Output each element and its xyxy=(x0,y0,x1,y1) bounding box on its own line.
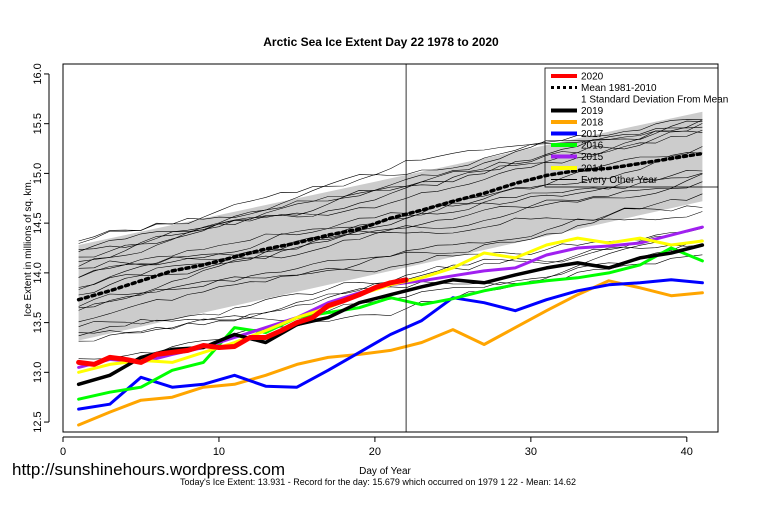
chart-title: Arctic Sea Ice Extent Day 22 1978 to 202… xyxy=(263,35,499,49)
series-2016 xyxy=(77,246,704,401)
year-line-7 xyxy=(78,173,703,288)
year-line-8 xyxy=(78,211,703,290)
legend-label: 2020 xyxy=(581,72,604,83)
series-2017 xyxy=(77,278,704,411)
year-line-0 xyxy=(78,254,703,360)
series-2020 xyxy=(76,277,409,367)
y-tick-label: 16.0 xyxy=(32,63,44,84)
y-tick-label: 13.0 xyxy=(32,362,44,383)
x-tick-label: 10 xyxy=(213,446,225,458)
year-line-11 xyxy=(78,181,703,269)
year-line-17 xyxy=(78,193,703,307)
year-line-13 xyxy=(78,130,703,250)
legend-label: 2018 xyxy=(581,118,604,129)
footer-stats: Today's Ice Extent: 13.931 - Record for … xyxy=(180,477,576,487)
std-dev-band-fill xyxy=(78,111,703,341)
watermark-url: http://sunshinehours.wordpress.com xyxy=(12,460,285,479)
x-tick-label: 20 xyxy=(369,446,381,458)
legend-label: Every Other Year xyxy=(581,175,658,186)
legend-label: 2019 xyxy=(581,106,604,117)
x-tick-label: 40 xyxy=(681,446,693,458)
legend-box xyxy=(544,67,719,188)
year-line-14 xyxy=(78,123,703,244)
legend-label: 2016 xyxy=(581,141,604,152)
x-axis-label: Day of Year xyxy=(359,466,411,477)
y-tick-label: 14.0 xyxy=(32,262,44,283)
y-tick-label: 15.0 xyxy=(32,163,44,184)
y-tick-label: 14.5 xyxy=(32,212,44,233)
x-tick-label: 0 xyxy=(60,446,66,458)
year-line-12 xyxy=(78,126,703,262)
legend-label: 1 Standard Deviation From Mean xyxy=(581,95,728,106)
legend-label: 2017 xyxy=(581,129,604,140)
y-tick-label: 12.5 xyxy=(32,411,44,432)
x-axis: 0 10 20 30 40 xyxy=(60,436,693,458)
legend-label: Mean 1981-2010 xyxy=(581,83,657,94)
year-line-9 xyxy=(78,169,703,278)
std-dev-band xyxy=(78,111,703,341)
plot-frame xyxy=(62,63,719,433)
legend-label: 2015 xyxy=(581,152,604,163)
series-mean-1981-2010 xyxy=(76,151,705,302)
y-axis-label: Ice Extent in millions of sq. km. xyxy=(23,179,34,316)
year-line-3 xyxy=(78,239,703,327)
y-axis: 12.5 13.0 13.5 14.0 14.5 15.0 15.5 16.0 xyxy=(32,63,50,433)
series-lines xyxy=(76,151,705,427)
y-tick-label: 13.5 xyxy=(32,312,44,333)
year-line-15 xyxy=(78,119,703,242)
legend-label: 2014 xyxy=(581,164,604,175)
y-tick-label: 15.5 xyxy=(32,113,44,134)
year-line-21 xyxy=(78,119,703,258)
x-tick-label: 30 xyxy=(525,446,537,458)
year-line-4 xyxy=(78,172,703,311)
